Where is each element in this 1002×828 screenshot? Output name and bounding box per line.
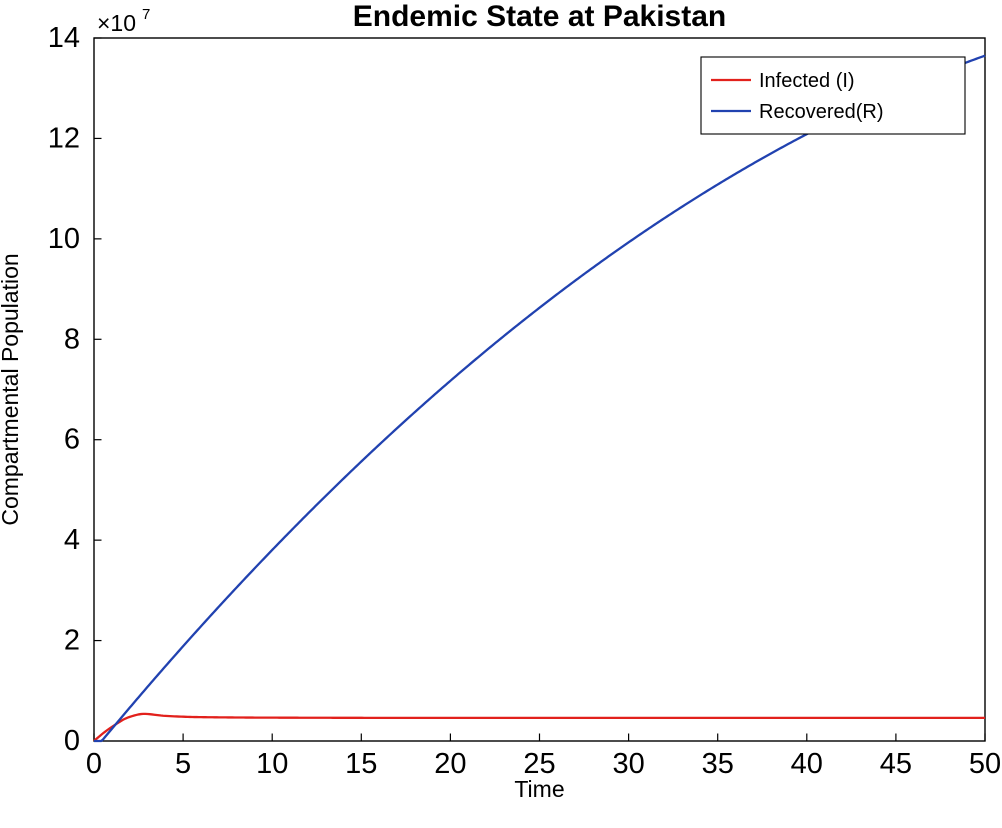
- svg-text:30: 30: [612, 748, 644, 780]
- svg-text:40: 40: [791, 748, 823, 780]
- svg-text:0: 0: [64, 725, 80, 757]
- svg-text:6: 6: [64, 424, 80, 456]
- svg-text:10: 10: [48, 223, 80, 255]
- svg-text:Time: Time: [514, 776, 564, 802]
- svg-text:45: 45: [880, 748, 912, 780]
- svg-text:20: 20: [434, 748, 466, 780]
- svg-text:12: 12: [48, 122, 80, 154]
- svg-text:Infected (I): Infected (I): [759, 70, 855, 92]
- svg-text:Recovered(R): Recovered(R): [759, 101, 883, 123]
- svg-text:8: 8: [64, 323, 80, 355]
- svg-text:0: 0: [86, 748, 102, 780]
- svg-text:15: 15: [345, 748, 377, 780]
- svg-text:35: 35: [702, 748, 734, 780]
- svg-text:Compartmental Population: Compartmental Population: [0, 253, 23, 525]
- svg-text:Endemic State at Pakistan: Endemic State at Pakistan: [353, 0, 726, 33]
- svg-text:10: 10: [256, 748, 288, 780]
- svg-text:×10: ×10: [97, 10, 136, 36]
- svg-text:14: 14: [48, 22, 80, 54]
- svg-text:5: 5: [175, 748, 191, 780]
- svg-text:2: 2: [64, 625, 80, 657]
- svg-text:4: 4: [64, 524, 80, 556]
- svg-text:50: 50: [969, 748, 1001, 780]
- svg-text:7: 7: [142, 6, 150, 23]
